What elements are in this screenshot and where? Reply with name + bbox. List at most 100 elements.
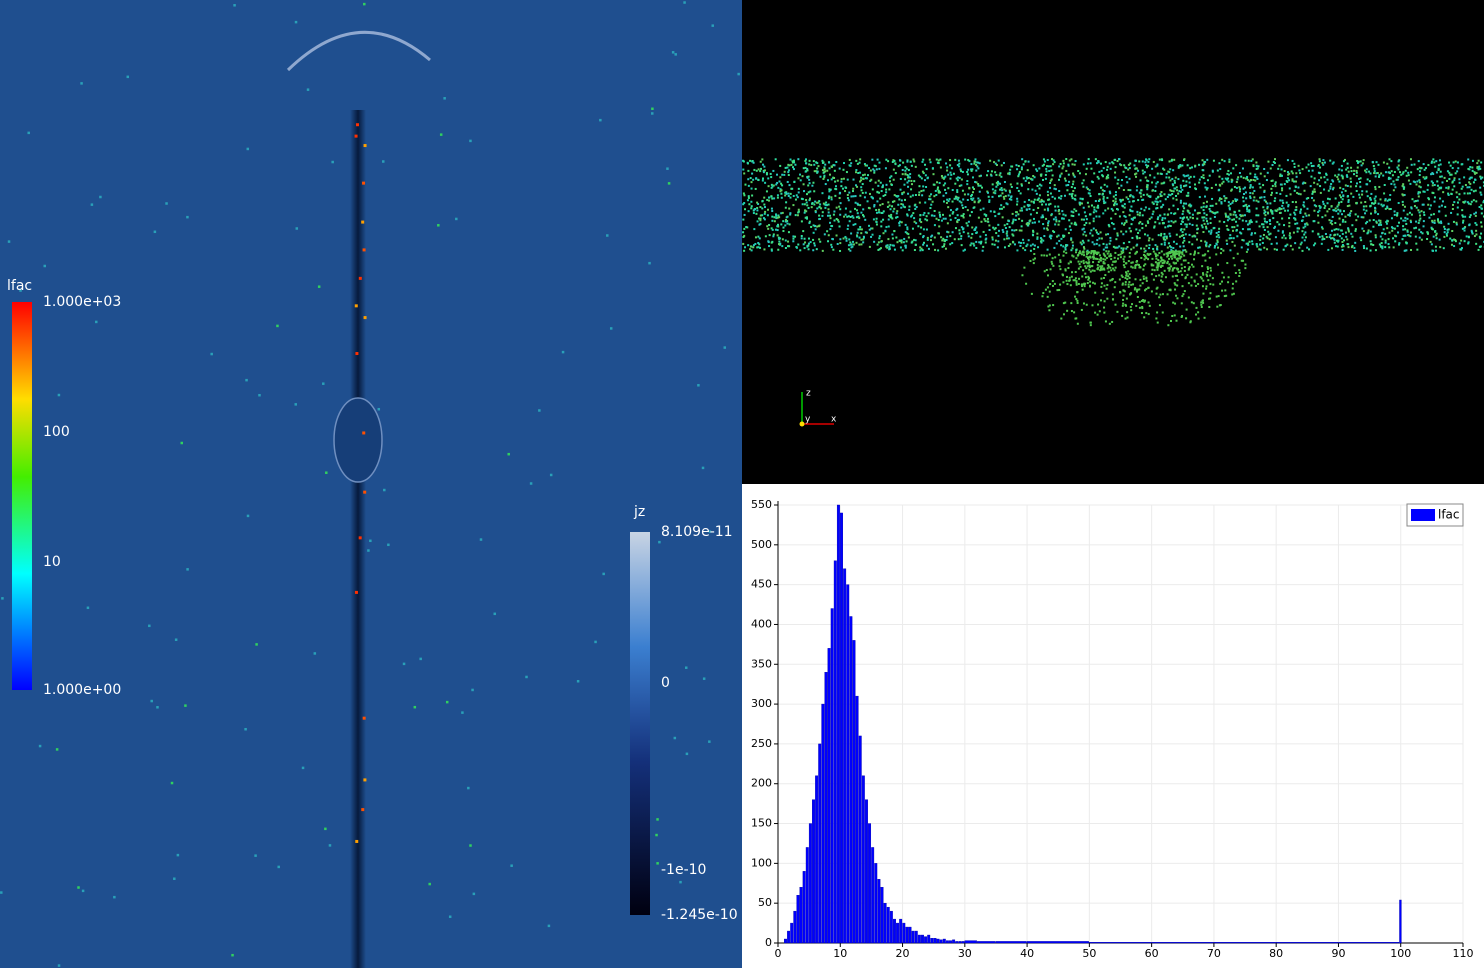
y-tick-label: 300: [751, 697, 772, 710]
particle: [1032, 229, 1035, 232]
bar: [793, 910, 797, 944]
particle: [969, 214, 972, 217]
particle: [885, 244, 888, 247]
particle: [978, 175, 981, 178]
particle: [932, 183, 935, 186]
particle: [1227, 169, 1230, 172]
particle: [1282, 248, 1285, 251]
particle: [986, 174, 989, 177]
particle: [1451, 181, 1454, 184]
particle: [1320, 176, 1323, 179]
particle: [778, 180, 781, 183]
particle: [1269, 167, 1272, 170]
particle: [1005, 232, 1008, 235]
particle: [1073, 187, 1076, 190]
particle: [1163, 253, 1166, 256]
particle: [1177, 270, 1180, 273]
particle: [1181, 217, 1184, 220]
particle: [1192, 302, 1195, 305]
particle: [1347, 170, 1350, 173]
particle: [1152, 247, 1155, 250]
particle: [1371, 160, 1374, 163]
particle: [1301, 219, 1304, 222]
particle: [1130, 261, 1133, 264]
particle: [753, 168, 756, 171]
particle: [1353, 169, 1356, 172]
particle: [1350, 232, 1353, 235]
particle: [1472, 181, 1475, 184]
particle: [1273, 158, 1276, 161]
particle: [1173, 158, 1176, 161]
particle: [1181, 164, 1184, 167]
particle: [1011, 229, 1014, 232]
particle: [860, 189, 863, 192]
particle: [1139, 192, 1142, 195]
particle: [1146, 193, 1149, 196]
arc: [286, 30, 431, 72]
particle: [1409, 235, 1412, 238]
particle: [1179, 165, 1182, 168]
particle: [1034, 257, 1037, 260]
particle: [1259, 243, 1262, 246]
particle: [1303, 189, 1306, 192]
particle: [1300, 241, 1303, 244]
particle: [1366, 232, 1369, 235]
particle: [1433, 219, 1436, 222]
particle: [984, 234, 987, 237]
particle: [945, 201, 948, 204]
particle: [877, 248, 880, 251]
particle: [1185, 250, 1188, 253]
particle: [1415, 242, 1418, 245]
particle: [1109, 192, 1112, 195]
particle: [802, 167, 805, 170]
particle: [1364, 212, 1367, 215]
particle: [1096, 206, 1099, 209]
particle: [1183, 207, 1186, 210]
particle: [1437, 168, 1440, 171]
particle: [1048, 169, 1051, 172]
particle: [1198, 246, 1201, 249]
particle: [1175, 294, 1178, 297]
particle: [1337, 173, 1340, 176]
particle: [947, 173, 950, 176]
particle: [1317, 163, 1320, 166]
particle: [1062, 165, 1065, 168]
particle: [1181, 213, 1184, 216]
particle: [1100, 282, 1103, 285]
particle: [768, 196, 771, 199]
particle: [885, 188, 888, 191]
particle: [1248, 240, 1251, 243]
particle: [1481, 176, 1484, 179]
particle: [1068, 219, 1071, 222]
particle: [1236, 252, 1239, 255]
particle: [877, 184, 880, 187]
particle: [1253, 189, 1256, 192]
particle: [702, 677, 706, 680]
particle: [787, 174, 790, 177]
bar: [787, 930, 791, 944]
particle: [931, 214, 934, 217]
particle: [1203, 212, 1206, 215]
particle: [865, 177, 868, 180]
particle: [821, 169, 824, 172]
particle: [1077, 213, 1080, 216]
particle: [1114, 194, 1117, 197]
particle: [766, 214, 769, 217]
particle: [1136, 259, 1139, 262]
particle: [938, 225, 941, 228]
particle: [878, 161, 881, 164]
particle: [852, 178, 855, 181]
particle: [778, 240, 781, 243]
particle: [750, 205, 753, 208]
particle: [1222, 180, 1225, 183]
particle: [1097, 303, 1100, 306]
particle: [1469, 165, 1472, 168]
particle: [1120, 230, 1123, 233]
particle: [1440, 186, 1443, 189]
particle: [967, 168, 970, 171]
particle: [1322, 163, 1325, 166]
bar: [914, 930, 918, 944]
particle: [1326, 197, 1329, 200]
particle: [1238, 274, 1241, 277]
particle: [1049, 234, 1052, 237]
